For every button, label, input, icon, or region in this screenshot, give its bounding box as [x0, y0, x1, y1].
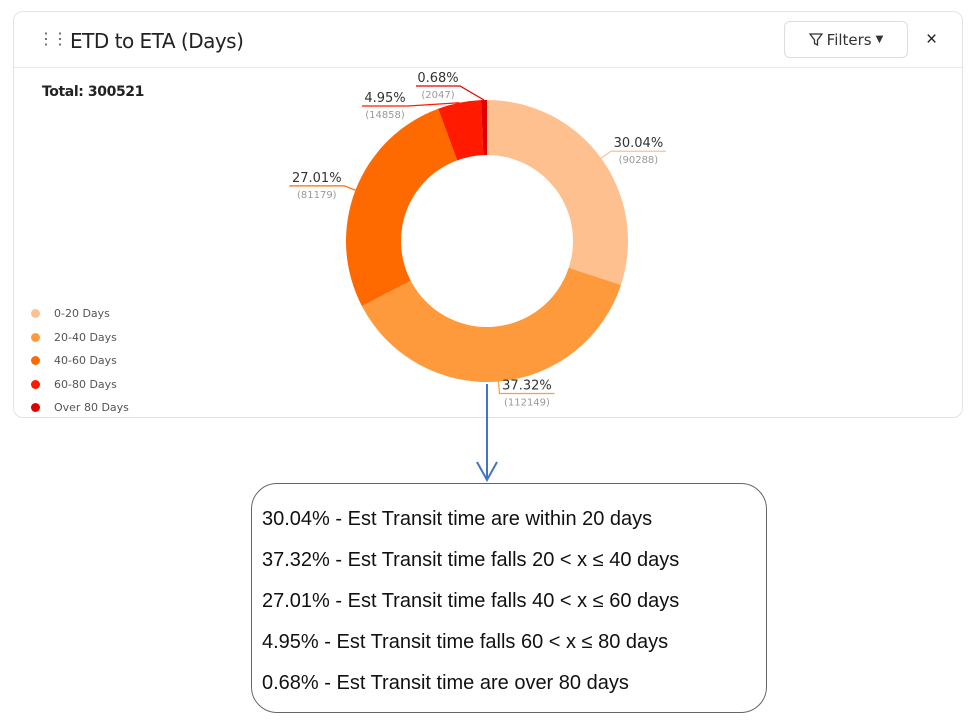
- filters-label: Filters: [826, 30, 872, 49]
- legend-dot: [31, 332, 40, 342]
- notes-box: 30.04% - Est Transit time are within 20 …: [251, 483, 767, 713]
- close-icon[interactable]: ×: [926, 29, 938, 50]
- card-header: ⋮⋮ ETD to ETA (Days) Filters ▼ ×: [14, 12, 962, 68]
- percent-label: 0.68%: [417, 71, 458, 86]
- card-title: ETD to ETA (Days): [70, 29, 244, 53]
- arrow-head-icon: [476, 461, 498, 483]
- percent-label: 30.04%: [614, 136, 664, 151]
- drag-handle-icon[interactable]: ⋮⋮: [38, 31, 68, 48]
- leader-line: [362, 102, 460, 107]
- leader-line: [497, 381, 555, 395]
- legend-item[interactable]: 60-80 Days: [31, 373, 129, 397]
- note-line: 37.32% - Est Transit time falls 20 < x ≤…: [262, 549, 680, 571]
- chart-legend: 0-20 Days 20-40 Days 40-60 Days 60-80 Days O…: [31, 302, 129, 420]
- count-label: (14858): [365, 110, 405, 121]
- total-label: Total: 300521: [42, 84, 144, 100]
- legend-item[interactable]: 40-60 Days: [31, 349, 129, 373]
- leader-line: [600, 150, 666, 159]
- donut-slice[interactable]: [361, 267, 621, 383]
- percent-label: 37.32%: [502, 378, 552, 393]
- legend-dot: [31, 403, 40, 413]
- legend-item[interactable]: 20-40 Days: [31, 326, 129, 350]
- count-label: (81179): [297, 190, 337, 201]
- count-label: (90288): [619, 155, 659, 166]
- note-line: 30.04% - Est Transit time are within 20 …: [262, 508, 653, 530]
- legend-item[interactable]: 0-20 Days: [31, 302, 129, 326]
- legend-dot: [31, 309, 40, 319]
- caret-down-icon: ▼: [875, 34, 884, 45]
- percent-label: 4.95%: [364, 91, 405, 106]
- legend-label: 40-60 Days: [54, 354, 117, 368]
- legend-label: 20-40 Days: [54, 330, 117, 344]
- count-label: (2047): [421, 90, 454, 101]
- legend-label: 60-80 Days: [54, 377, 117, 391]
- legend-item[interactable]: Over 80 Days: [31, 396, 129, 420]
- legend-dot: [31, 379, 40, 389]
- donut-slice[interactable]: [438, 100, 484, 161]
- leader-line: [416, 85, 485, 101]
- donut-slice[interactable]: [346, 108, 458, 307]
- legend-dot: [31, 356, 40, 366]
- note-line: 0.68% - Est Transit time are over 80 day…: [262, 672, 629, 694]
- count-label: (112149): [504, 397, 550, 408]
- filters-button[interactable]: Filters ▼: [784, 21, 908, 58]
- donut-slice[interactable]: [480, 100, 487, 156]
- legend-label: 0-20 Days: [54, 307, 110, 321]
- legend-label: Over 80 Days: [54, 401, 129, 415]
- donut-slice[interactable]: [487, 100, 628, 285]
- leader-line: [289, 185, 356, 191]
- note-line: 27.01% - Est Transit time falls 40 < x ≤…: [262, 590, 680, 612]
- filter-icon: [808, 32, 823, 46]
- percent-label: 27.01%: [292, 171, 342, 186]
- note-line: 4.95% - Est Transit time falls 60 < x ≤ …: [262, 631, 669, 653]
